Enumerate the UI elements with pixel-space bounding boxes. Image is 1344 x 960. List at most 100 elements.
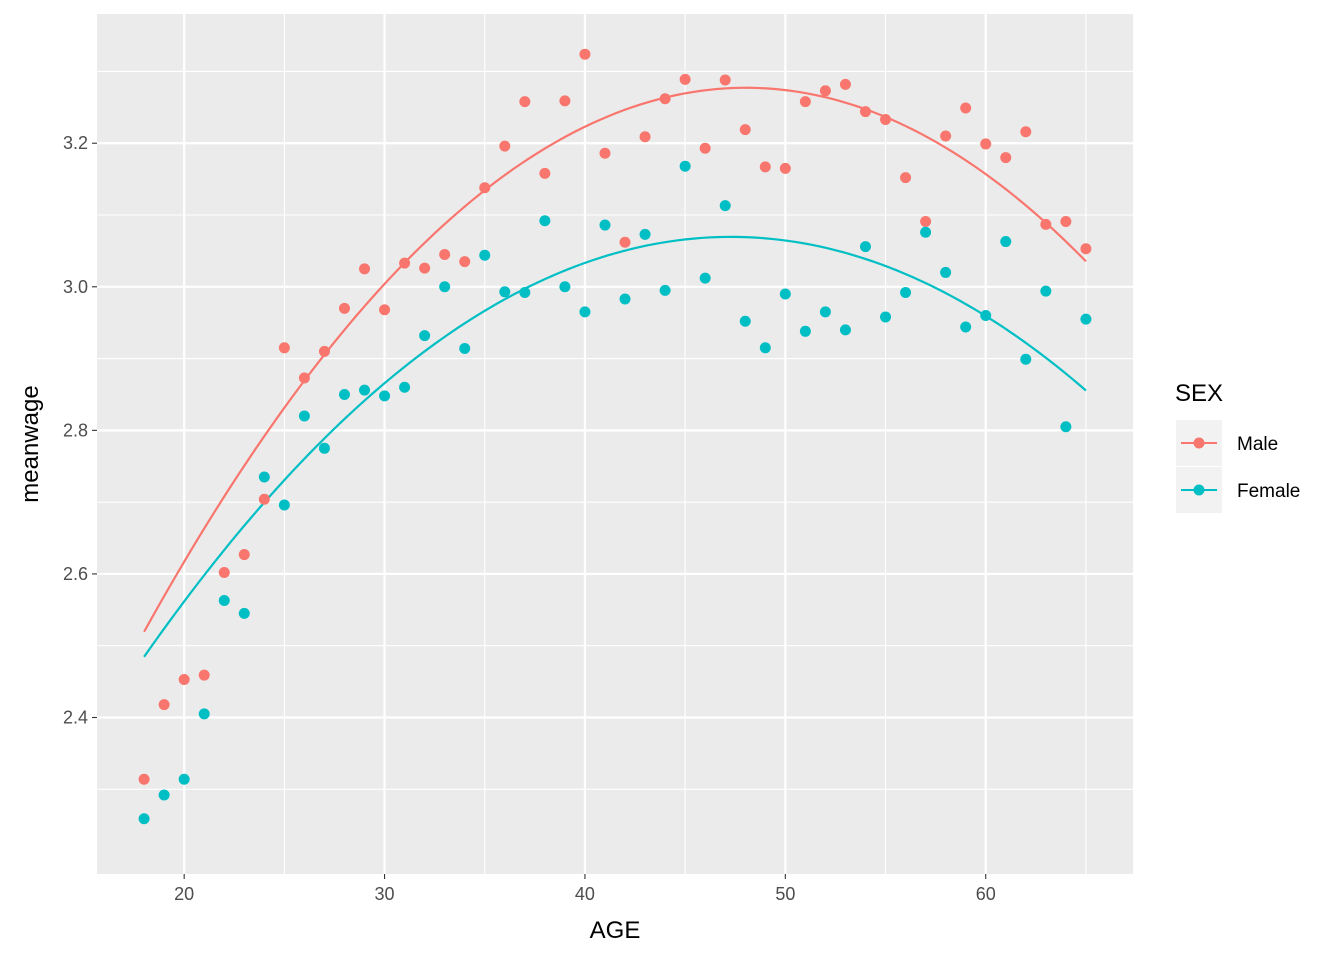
point-male [479, 182, 491, 194]
point-female [138, 813, 150, 825]
legend-item-male: Male [1176, 420, 1278, 466]
point-male [839, 78, 851, 90]
point-female [439, 281, 451, 293]
point-female [499, 286, 511, 298]
point-female [960, 321, 972, 333]
point-male [218, 567, 230, 578]
point-female [1040, 285, 1052, 297]
point-male [659, 93, 671, 105]
point-male [679, 73, 691, 85]
point-female [1000, 236, 1012, 248]
point-male [158, 699, 170, 711]
point-male [960, 102, 972, 114]
point-male [900, 172, 912, 184]
legend-point-female [1193, 484, 1205, 496]
point-male [178, 673, 190, 685]
point-male [439, 248, 451, 260]
x-tick-label: 60 [976, 884, 996, 904]
point-female [1080, 313, 1092, 325]
point-female [278, 499, 290, 511]
point-male [579, 48, 591, 60]
point-male [359, 263, 371, 275]
y-axis-title: meanwage [17, 385, 44, 502]
point-female [859, 241, 871, 253]
point-male [699, 142, 711, 154]
point-female [900, 287, 912, 299]
point-female [940, 266, 952, 278]
point-male [399, 257, 411, 269]
point-female [599, 219, 611, 231]
point-female [218, 594, 230, 606]
point-male [599, 147, 611, 159]
point-female [639, 228, 651, 240]
point-female [739, 315, 751, 327]
point-female [238, 607, 250, 619]
fit-curve-male [143, 86, 1087, 633]
point-male [920, 215, 932, 227]
point-male [198, 669, 210, 681]
minor-gridlines [97, 14, 1133, 874]
point-female [379, 390, 391, 402]
point-male [539, 167, 551, 179]
point-female [258, 471, 270, 483]
fit-curve-female [143, 235, 1087, 658]
point-male [298, 372, 310, 384]
y-tick-label: 3.0 [63, 277, 88, 297]
point-female [198, 708, 210, 720]
point-female [759, 342, 771, 354]
legend-label-male: Male [1237, 434, 1278, 455]
point-male [859, 106, 871, 118]
point-female [338, 388, 350, 400]
fit-curves [143, 86, 1087, 658]
point-female [298, 410, 310, 422]
point-male [880, 114, 892, 126]
point-male [1080, 243, 1092, 255]
point-female [679, 160, 691, 172]
x-tick-label: 30 [375, 884, 395, 904]
point-male [419, 262, 431, 274]
point-female [399, 381, 411, 393]
point-female [920, 226, 932, 238]
point-female [479, 249, 491, 261]
point-female [459, 343, 471, 355]
data-points [138, 48, 1092, 825]
point-female [1060, 421, 1072, 433]
point-male [1040, 218, 1052, 230]
point-male [819, 85, 831, 97]
point-female [779, 288, 791, 300]
x-axis: 20 30 40 50 60 [174, 874, 996, 904]
point-male [619, 236, 631, 248]
y-tick-label: 2.4 [63, 708, 88, 728]
y-tick-label: 2.8 [63, 420, 88, 440]
x-axis-title: AGE [590, 917, 641, 944]
point-female [579, 306, 591, 318]
point-male [459, 256, 471, 268]
point-female [839, 324, 851, 336]
point-female [1020, 353, 1032, 365]
point-male [1060, 215, 1072, 227]
point-male [318, 345, 330, 357]
y-axis: 2.4 2.6 2.8 3.0 3.2 [63, 133, 97, 728]
point-female [559, 281, 571, 293]
point-male [940, 130, 952, 142]
point-female [178, 773, 190, 785]
legend-label-female: Female [1237, 481, 1300, 502]
point-female [799, 325, 811, 337]
point-female [419, 330, 431, 342]
legend-title: SEX [1175, 380, 1223, 407]
point-female [699, 272, 711, 284]
point-female [318, 442, 330, 454]
point-female [519, 287, 531, 299]
x-tick-label: 50 [775, 884, 795, 904]
major-gridlines [97, 14, 1133, 874]
point-male [739, 124, 751, 136]
x-tick-label: 40 [575, 884, 595, 904]
point-female [619, 293, 631, 305]
point-male [379, 304, 391, 316]
point-male [519, 96, 531, 108]
point-female [819, 306, 831, 318]
y-tick-label: 3.2 [63, 133, 88, 153]
point-male [238, 549, 250, 561]
point-female [719, 200, 731, 212]
point-male [1020, 126, 1032, 138]
